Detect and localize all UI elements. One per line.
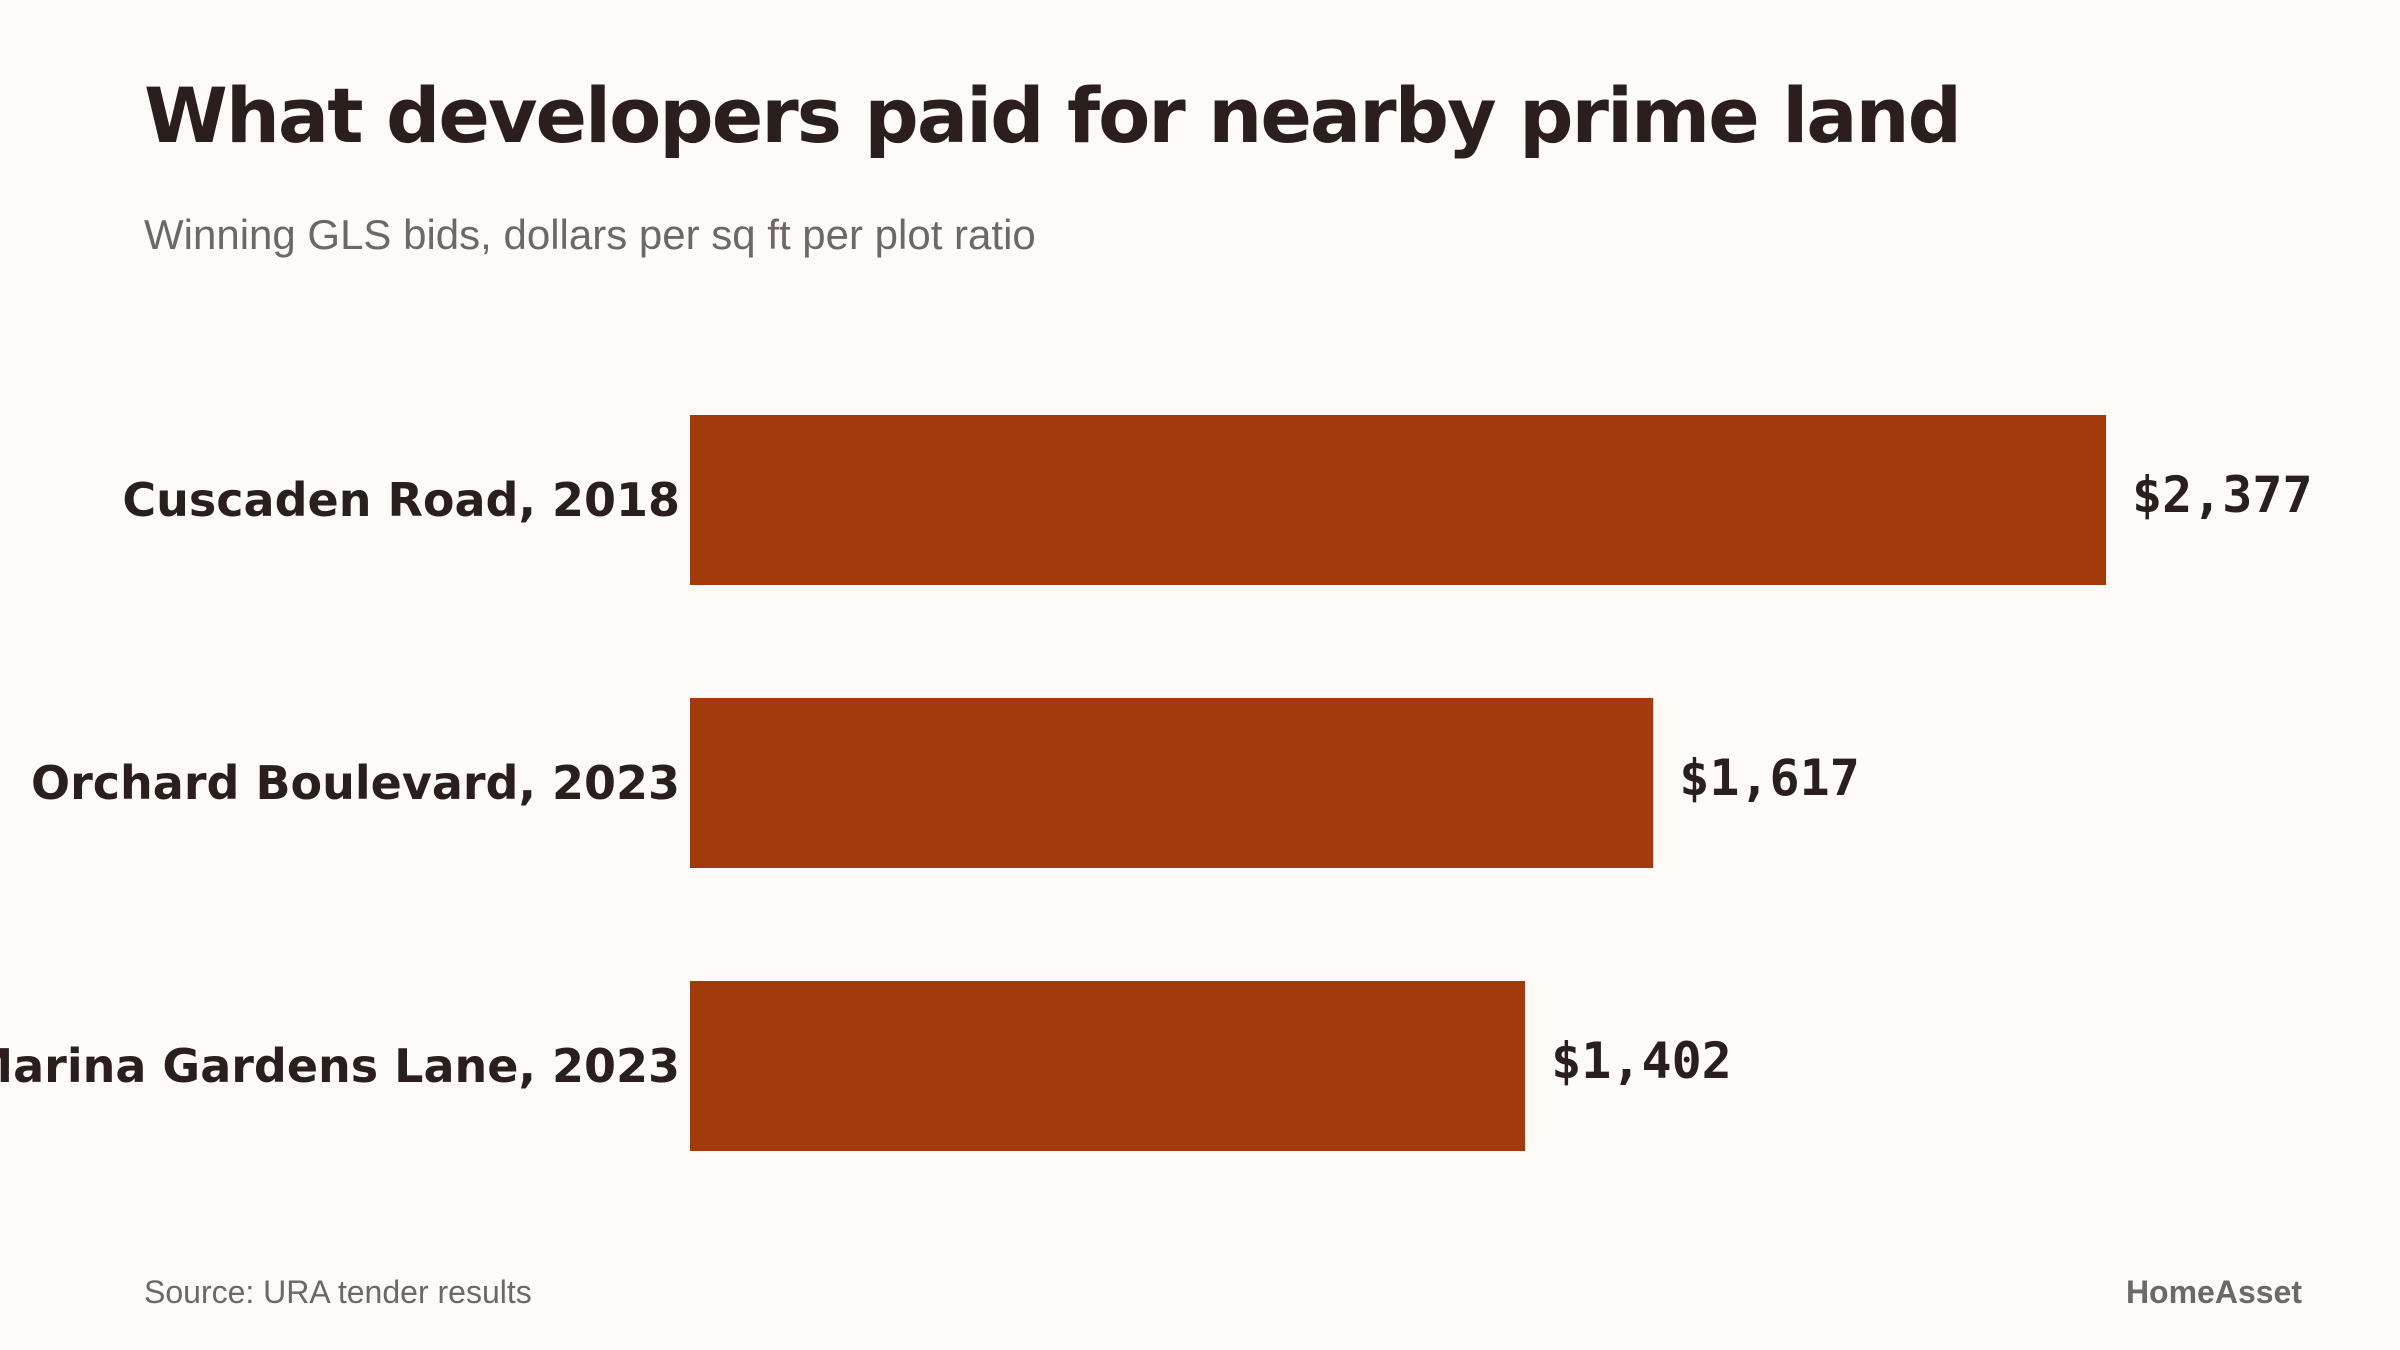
source-note: Source: URA tender results <box>144 1274 532 1310</box>
value-label-orchard-boulevard-2023: $1,617 <box>1679 749 1860 807</box>
bar-cuscaden-road-2018 <box>690 415 2106 585</box>
chart-title: What developers paid for nearby prime la… <box>144 71 1962 160</box>
chart-subtitle: Winning GLS bids, dollars per sq ft per … <box>144 211 1036 258</box>
bar-marina-gardens-lane-2023 <box>690 981 1526 1151</box>
value-label-cuscaden-road-2018: $2,377 <box>2132 466 2313 524</box>
bar-orchard-boulevard-2023 <box>690 698 1654 868</box>
category-label-cuscaden-road-2018: Cuscaden Road, 2018 <box>122 473 680 527</box>
value-label-marina-gardens-lane-2023: $1,402 <box>1551 1032 1732 1090</box>
category-label-marina-gardens-lane-2023: Marina Gardens Lane, 2023 <box>0 1039 680 1093</box>
brand-logo-text: HomeAsset <box>2125 1274 2302 1310</box>
category-label-orchard-boulevard-2023: Orchard Boulevard, 2023 <box>31 756 680 810</box>
